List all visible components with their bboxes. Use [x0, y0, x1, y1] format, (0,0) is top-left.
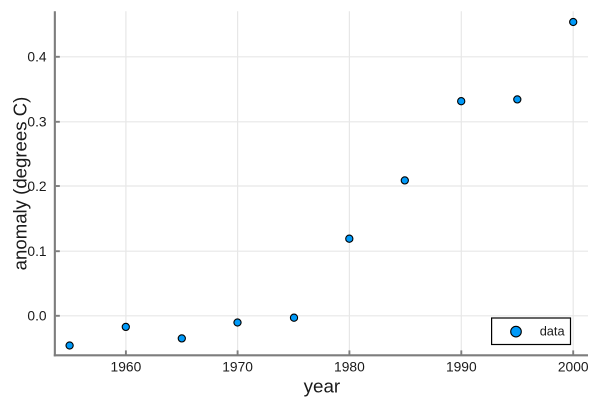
svg-text:0.4: 0.4	[27, 50, 47, 65]
svg-text:1970: 1970	[222, 359, 253, 374]
svg-text:1990: 1990	[446, 359, 477, 374]
svg-text:2000: 2000	[558, 359, 589, 374]
svg-text:0.3: 0.3	[27, 115, 47, 130]
svg-text:anomaly (degrees C): anomaly (degrees C)	[10, 97, 31, 271]
svg-text:0.2: 0.2	[27, 179, 46, 194]
svg-text:year: year	[304, 376, 341, 397]
svg-text:1960: 1960	[111, 359, 142, 374]
svg-text:1980: 1980	[334, 359, 365, 374]
svg-text:data: data	[540, 324, 566, 339]
svg-text:0.1: 0.1	[27, 244, 46, 259]
svg-text:0.0: 0.0	[27, 309, 47, 324]
